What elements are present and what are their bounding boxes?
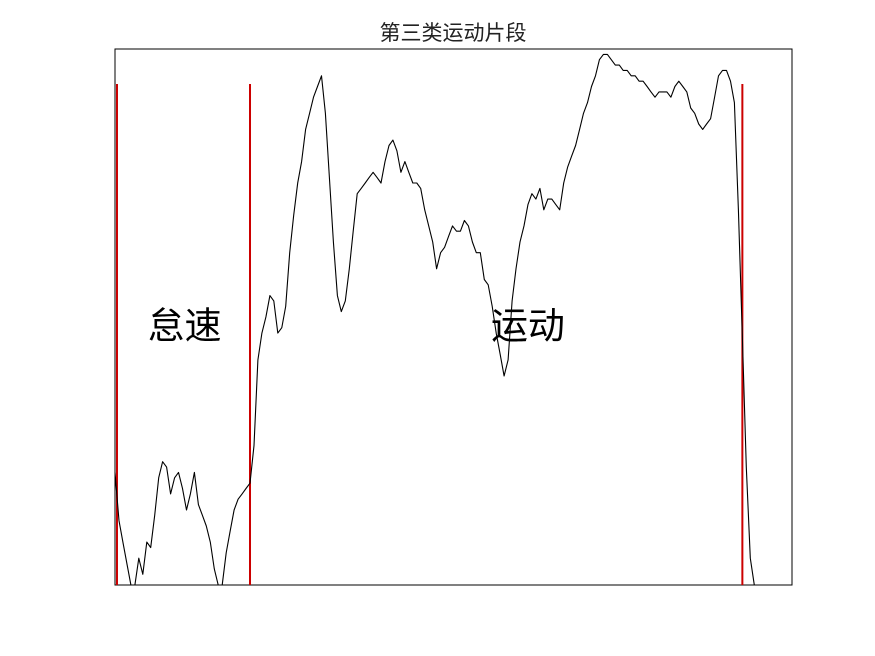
plot-frame: [114, 48, 793, 586]
series-layer: [114, 53, 790, 586]
chart-title: 第三类运动片段: [380, 21, 527, 45]
annotation-label-1: 怠速: [147, 304, 221, 347]
annotations: 怠速 运动: [147, 304, 564, 347]
series-line-1: [114, 53, 790, 586]
annotation-label-2: 运动: [491, 304, 565, 347]
